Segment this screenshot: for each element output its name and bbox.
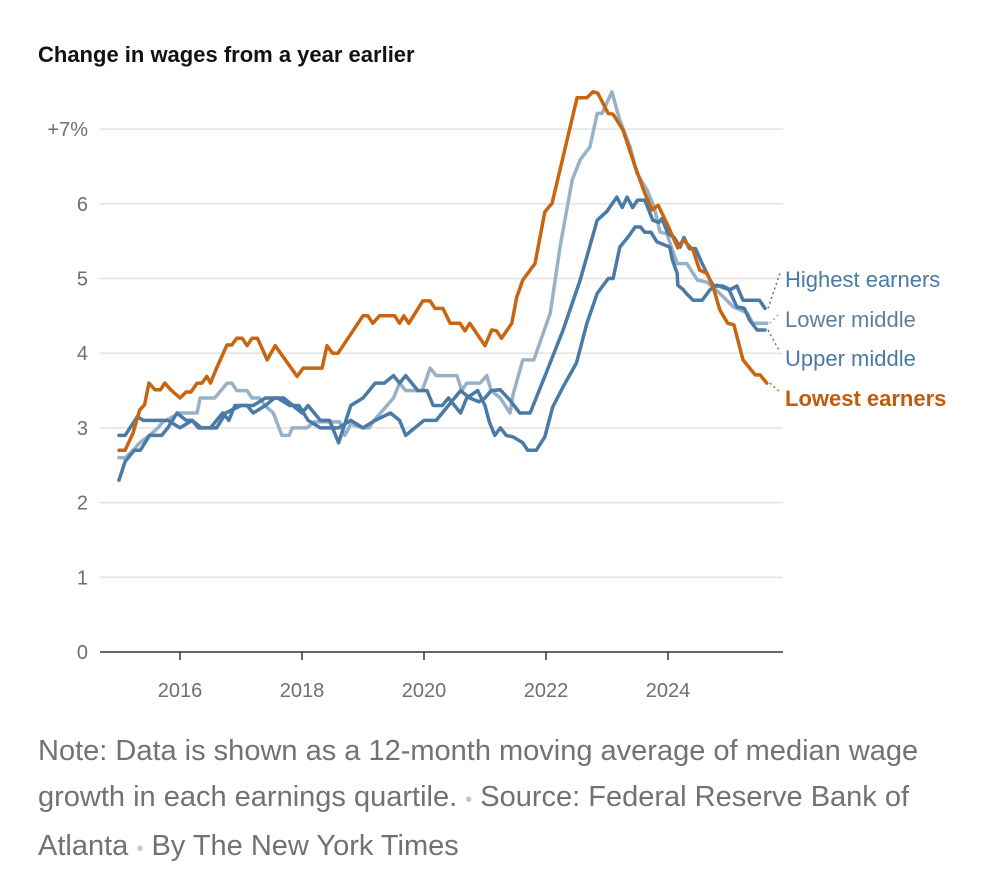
series-label: Upper middle (785, 346, 916, 371)
series-label: Lowest earners (785, 386, 946, 411)
source-text: Source: Federal Reserve Bank of Atlanta (38, 781, 910, 862)
label-connector (767, 329, 781, 353)
x-tick-label: 2016 (158, 680, 203, 702)
y-tick-label: 1 (77, 567, 88, 589)
y-tick-label: +7% (47, 119, 88, 141)
label-connector (769, 382, 781, 393)
x-tick-label: 2024 (646, 680, 691, 702)
chart-note: Note: Data is shown as a 12-month moving… (38, 728, 938, 872)
note-text: Note: Data is shown as a 12-month moving… (38, 735, 919, 813)
series-line-highest-earners (117, 195, 767, 438)
y-tick-label: 4 (77, 343, 88, 365)
separator-dot: • (136, 838, 144, 860)
label-connector (767, 272, 781, 309)
series-line-lowest-earners (117, 90, 769, 453)
y-tick-label: 6 (77, 194, 88, 216)
y-tick-label: 2 (77, 493, 88, 515)
label-connector (769, 312, 781, 324)
y-tick-label: 5 (77, 269, 88, 291)
byline-text: By The New York Times (151, 830, 459, 862)
series-label: Lower middle (785, 307, 916, 332)
chart-title: Change in wages from a year earlier (38, 42, 415, 67)
series-label: Highest earners (785, 267, 940, 292)
series-line-lower-middle (117, 90, 769, 460)
separator-dot: • (465, 789, 473, 811)
y-tick-label: 3 (77, 418, 88, 440)
y-tick-label: 0 (77, 642, 88, 664)
x-tick-label: 2022 (524, 680, 569, 702)
x-tick-label: 2020 (402, 680, 447, 702)
x-tick-label: 2018 (280, 680, 325, 702)
